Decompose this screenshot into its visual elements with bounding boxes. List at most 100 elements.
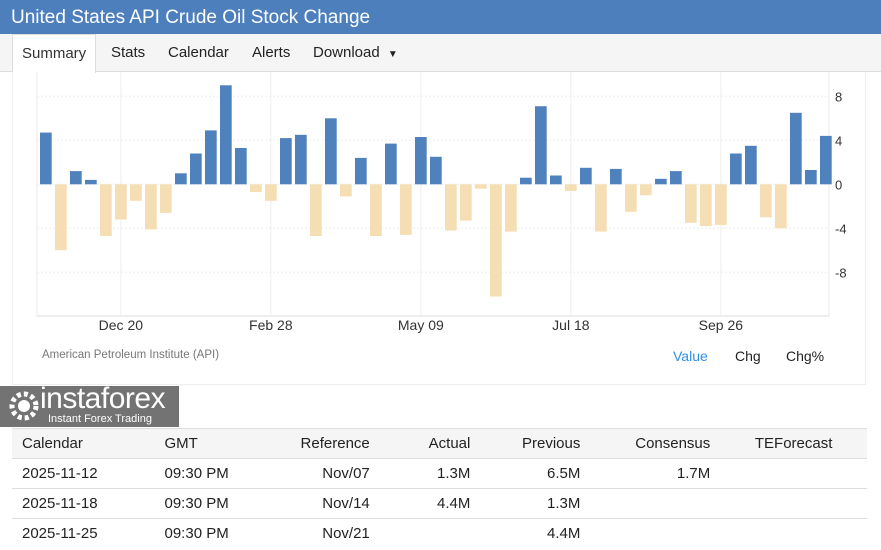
cell-calendar: 2025-11-12 [12,458,155,489]
bar [160,184,172,213]
tab-bar: Summary Stats Calendar Alerts Download ▼ [0,34,881,73]
bar [805,170,817,185]
cell-actual: 4.4M [379,488,481,519]
watermark-tagline: Instant Forex Trading [48,413,152,425]
cell-reference: Nov/14 [269,488,380,519]
table-row: 2025-11-25 09:30 PM Nov/21 4.4M [12,518,867,549]
cell-gmt: 09:30 PM [154,458,270,489]
tab-stats[interactable]: Stats [111,44,146,61]
tab-summary[interactable]: Summary [12,34,97,73]
chart-panel: 8 4 0 -4 -8 Dec 20 Feb 28 May 09 Jul 18 Sep 26 Am… [12,72,866,385]
bar [235,148,247,185]
col-teforecast: TEForecast [720,428,867,459]
cell-previous: 1.3M [480,488,591,519]
gear-logo-icon [9,391,39,421]
mode-chg-pct-button[interactable]: Chg% [786,348,825,364]
bar [640,184,652,196]
chart-source: American Petroleum Institute (API) [42,349,220,361]
bar [115,184,127,220]
bar [220,85,232,185]
instaforex-watermark: instaforex Instant Forex Trading [0,386,179,427]
cell-reference: Nov/07 [269,458,380,489]
bar [700,184,712,227]
cell-calendar: 2025-11-18 [12,488,155,519]
bar [745,145,757,185]
cell-reference: Nov/21 [269,518,380,549]
tab-download[interactable]: Download ▼ [313,34,398,72]
bar [490,184,502,297]
bar [715,184,727,225]
bar [730,153,742,185]
bar [205,130,217,185]
bar [355,157,367,185]
bar [655,178,667,185]
cell-consensus [590,518,721,549]
bar-chart: 8 4 0 -4 -8 Dec 20 Feb 28 May 09 Jul 18 Sep 26 [36,72,847,333]
bar [685,184,697,223]
cell-consensus [590,488,721,519]
caret-down-icon: ▼ [387,49,398,60]
bar [385,143,397,185]
y-tick-label: -4 [835,221,847,236]
cell-consensus: 1.7M [590,458,721,489]
col-consensus: Consensus [590,428,721,459]
bar [790,112,802,185]
col-actual: Actual [379,428,481,459]
bar [445,184,457,231]
bar [295,134,307,185]
bar [505,184,517,232]
cell-calendar: 2025-11-25 [12,518,155,549]
y-tick-label: 4 [835,133,842,148]
bar [250,184,262,192]
bar [130,184,142,201]
bar [550,175,562,185]
bar [520,177,532,185]
bar [775,184,787,229]
tab-alerts[interactable]: Alerts [252,44,291,61]
col-calendar: Calendar [12,428,155,459]
x-tick-label: Feb 28 [249,317,293,333]
bar [310,184,322,236]
y-tick-label: -8 [835,265,847,280]
bar [580,167,592,185]
bar [370,184,382,236]
cell-teforecast [720,458,867,489]
col-reference: Reference [269,428,380,459]
table-row: 2025-11-12 09:30 PM Nov/07 1.3M 6.5M 1.7M [12,458,867,489]
bar [325,118,337,185]
bar [70,171,82,185]
tab-calendar[interactable]: Calendar [168,44,229,61]
bar [760,184,772,218]
x-tick-label: May 09 [398,317,444,333]
mode-chg-button[interactable]: Chg [735,348,761,364]
cell-actual: 1.3M [379,458,481,489]
cell-gmt: 09:30 PM [154,488,270,519]
y-tick-label: 0 [835,177,842,192]
col-gmt: GMT [154,428,270,459]
bar [340,184,352,197]
watermark-brand: instaforex [40,386,166,415]
cell-teforecast [720,518,867,549]
table-row: 2025-11-18 09:30 PM Nov/14 4.4M 1.3M [12,488,867,519]
x-tick-label: Sep 26 [699,317,744,333]
bar [265,184,277,201]
bar [670,171,682,185]
bar [430,156,442,185]
bar [595,184,607,232]
cell-gmt: 09:30 PM [154,518,270,549]
page-title: United States API Crude Oil Stock Change [0,0,881,34]
x-tick-label: Jul 18 [552,317,590,333]
bar [625,184,637,212]
bar [100,184,112,236]
y-tick-label: 8 [835,89,842,104]
table-header: Calendar GMT Reference Actual Previous C… [12,428,867,459]
cell-teforecast [720,488,867,519]
x-tick-label: Dec 20 [99,317,144,333]
bar [535,106,547,185]
bar [190,153,202,185]
bar [475,184,487,189]
bar [55,184,67,251]
bar [565,184,577,191]
calendar-table: Calendar GMT Reference Actual Previous C… [12,428,867,549]
mode-value-button[interactable]: Value [673,348,708,364]
